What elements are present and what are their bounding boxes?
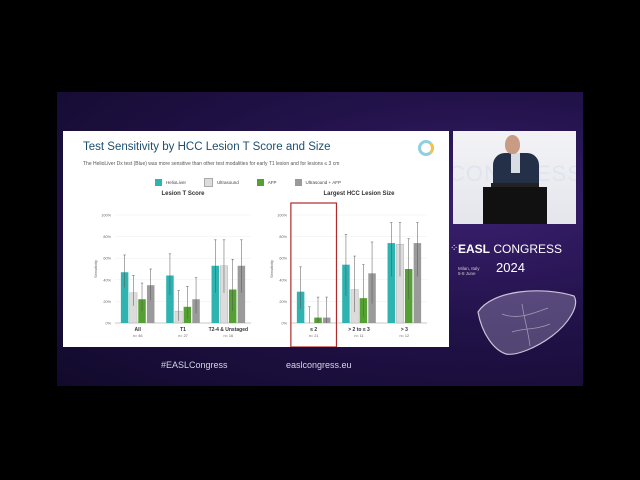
congress-dates: 5-8 June (458, 271, 476, 276)
chart-legend: HelioLiver Ultrasound AFP Ultrasound + A… (155, 178, 341, 187)
legend-label: Ultrasound (217, 180, 239, 185)
bar (166, 275, 174, 323)
chart-title: Largest HCC Lesion Size (323, 191, 395, 197)
n-label: n= 27 (178, 334, 188, 338)
legend-item: HelioLiver (155, 178, 186, 187)
y-tick-label: 0% (282, 322, 288, 326)
bar (120, 272, 129, 323)
y-tick-label: 60% (279, 257, 287, 261)
congress-city: Milan, Italy (458, 266, 480, 271)
legend-item: Ultrasound (204, 178, 239, 187)
easl-congress-logo: ⁘ EASL CONGRESS Milan, Italy 5-8 June 20… (450, 242, 563, 276)
footer-hashtag: #EASLCongress (161, 360, 228, 370)
legend-item: AFP (256, 178, 277, 187)
legend-label: HelioLiver (166, 180, 187, 185)
legend-swatch (256, 179, 264, 186)
sensitivity-charts: Lesion T Score 0% 20% 40% 60% 80% 100% Sensitiv… (93, 191, 427, 347)
category-label: ≤ 2 (310, 327, 317, 333)
legend-label: Ultrasound + AFP (305, 180, 341, 185)
n-label: n= 11 (354, 334, 363, 338)
y-axis-label: Sensitivity (93, 260, 98, 278)
y-tick-label: 40% (103, 278, 111, 282)
category-label: T1 (180, 327, 186, 333)
speaker-video: CONGRESS (453, 131, 576, 224)
y-tick-label: 100% (101, 214, 111, 218)
legend-swatch (155, 179, 162, 186)
category-label: T2-4 & Unstaged (209, 327, 248, 333)
bar (387, 243, 396, 323)
n-label: n= 46 (133, 334, 143, 338)
category-label: > 2 to ≤ 3 (348, 327, 370, 333)
category-label: All (134, 327, 141, 333)
legend-swatch (204, 178, 214, 187)
bar (211, 265, 220, 323)
bar (237, 265, 246, 323)
legend-item: Ultrasound + AFP (294, 178, 341, 187)
y-tick-label: 20% (279, 300, 287, 304)
presentation-stage: Test Sensitivity by HCC Lesion T Score a… (57, 92, 583, 386)
speaker-head (505, 135, 520, 154)
y-tick-label: 100% (277, 214, 287, 218)
n-label: n= 12 (400, 334, 410, 338)
helio-logo-icon (418, 140, 434, 156)
congress-wordmark: CONGRESS (493, 242, 563, 256)
category-label: > 3 (401, 327, 408, 333)
highlight-box (290, 202, 338, 347)
slide-title: Test Sensitivity by HCC Lesion T Score a… (83, 141, 331, 153)
podium (483, 187, 547, 224)
legend-label: AFP (267, 180, 277, 185)
easl-dots-icon: ⁘ (450, 243, 459, 254)
y-tick-label: 0% (106, 322, 112, 326)
n-label: n= 16 (224, 334, 234, 338)
liver-graphic-icon (477, 290, 577, 355)
bar (413, 243, 422, 323)
y-tick-label: 20% (103, 300, 111, 304)
speaker-shirt (511, 153, 520, 173)
chart-title: Lesion T Score (161, 191, 205, 197)
y-tick-label: 60% (103, 257, 111, 261)
bar (146, 285, 155, 323)
y-axis-label: Sensitivity (269, 260, 274, 278)
footer-url: easlcongress.eu (286, 360, 352, 370)
easl-wordmark: EASL (458, 242, 491, 256)
y-tick-label: 80% (103, 235, 111, 239)
congress-location: Milan, Italy 5-8 June (458, 266, 480, 276)
y-tick-label: 80% (279, 235, 287, 239)
n-label: n= 21 (309, 334, 319, 338)
congress-year: 2024 (496, 260, 525, 275)
legend-swatch (294, 179, 302, 186)
slide: Test Sensitivity by HCC Lesion T Score a… (63, 131, 449, 347)
y-tick-label: 40% (279, 278, 287, 282)
slide-subtitle: The HelioLiver Dx test (Blue) was more s… (83, 161, 340, 167)
